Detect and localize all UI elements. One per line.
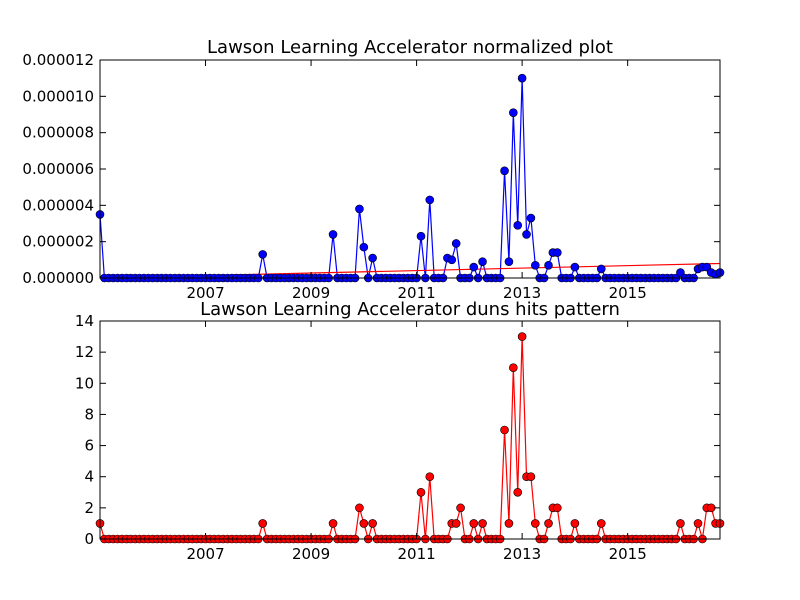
duns-hits-plot-y-tick-label: 4 xyxy=(84,468,94,486)
duns-hits-plot-x-tick-label: 2011 xyxy=(398,545,436,563)
duns-hits-plot-point xyxy=(259,519,267,527)
normalized-plot-y-tick-label: 0.000006 xyxy=(22,160,94,178)
duns-hits-plot-point xyxy=(360,519,368,527)
normalized-plot-point xyxy=(597,265,605,273)
normalized-plot-y-tick-label: 0.000012 xyxy=(22,51,94,69)
normalized-plot-point xyxy=(369,254,377,262)
duns-hits-plot-series-line xyxy=(100,337,720,539)
duns-hits-plot-point xyxy=(694,519,702,527)
normalized-plot-y-tick-label: 0.000000 xyxy=(22,269,94,287)
duns-hits-plot-point xyxy=(509,364,517,372)
normalized-plot-point xyxy=(355,205,363,213)
normalized-plot-frame xyxy=(100,60,720,278)
normalized-plot-point xyxy=(426,196,434,204)
normalized-plot-y-tick-label: 0.000008 xyxy=(22,124,94,142)
normalized-plot-title: Lawson Learning Accelerator normalized p… xyxy=(207,37,613,58)
duns-hits-plot-x-tick-label: 2015 xyxy=(609,545,647,563)
normalized-plot-point xyxy=(545,261,553,269)
normalized-plot-y-tick-label: 0.000004 xyxy=(22,196,94,214)
normalized-plot: Lawson Learning Accelerator normalized p… xyxy=(22,37,724,302)
normalized-plot-y-tick-label: 0.000002 xyxy=(22,233,94,251)
duns-hits-plot-x-tick-label: 2013 xyxy=(503,545,541,563)
duns-hits-plot-point xyxy=(527,473,535,481)
normalized-plot-point xyxy=(505,258,513,266)
duns-hits-plot-point xyxy=(452,519,460,527)
normalized-plot-point xyxy=(452,239,460,247)
duns-hits-plot: Lawson Learning Accelerator duns hits pa… xyxy=(75,299,724,563)
normalized-plot-point xyxy=(571,263,579,271)
normalized-plot-point xyxy=(531,261,539,269)
duns-hits-plot-point xyxy=(597,519,605,527)
duns-hits-plot-y-tick-label: 2 xyxy=(84,499,94,517)
duns-hits-plot-title: Lawson Learning Accelerator duns hits pa… xyxy=(200,299,620,320)
duns-hits-plot-y-tick-label: 12 xyxy=(75,343,94,361)
duns-hits-plot-point xyxy=(355,504,363,512)
normalized-plot-point xyxy=(553,249,561,257)
normalized-plot-point xyxy=(501,167,509,175)
normalized-plot-point xyxy=(329,230,337,238)
duns-hits-plot-x-tick-label: 2007 xyxy=(186,545,224,563)
normalized-plot-series-line xyxy=(100,78,720,278)
duns-hits-plot-point xyxy=(514,488,522,496)
duns-hits-plot-point xyxy=(426,473,434,481)
duns-hits-plot-y-tick-label: 10 xyxy=(75,374,94,392)
duns-hits-plot-point xyxy=(470,519,478,527)
duns-hits-plot-point xyxy=(531,519,539,527)
duns-hits-plot-frame xyxy=(100,321,720,539)
duns-hits-plot-point xyxy=(553,504,561,512)
duns-hits-plot-point xyxy=(369,519,377,527)
duns-hits-plot-point xyxy=(505,519,513,527)
normalized-plot-point xyxy=(527,214,535,222)
duns-hits-plot-x-tick-label: 2009 xyxy=(292,545,330,563)
duns-hits-plot-point xyxy=(545,519,553,527)
normalized-plot-point xyxy=(448,256,456,264)
duns-hits-plot-y-tick-label: 0 xyxy=(84,530,94,548)
normalized-plot-y-tick-label: 0.000010 xyxy=(22,87,94,105)
duns-hits-plot-point xyxy=(676,519,684,527)
duns-hits-plot-point xyxy=(329,519,337,527)
duns-hits-plot-point xyxy=(518,333,526,341)
normalized-plot-point xyxy=(509,109,517,117)
duns-hits-plot-point xyxy=(571,519,579,527)
normalized-plot-point xyxy=(470,263,478,271)
normalized-plot-point xyxy=(514,221,522,229)
duns-hits-plot-point xyxy=(457,504,465,512)
normalized-plot-point xyxy=(259,250,267,258)
duns-hits-plot-point xyxy=(501,426,509,434)
normalized-plot-point xyxy=(417,232,425,240)
duns-hits-plot-y-tick-label: 8 xyxy=(84,405,94,423)
normalized-plot-point xyxy=(360,243,368,251)
duns-hits-plot-y-tick-label: 14 xyxy=(75,312,94,330)
duns-hits-plot-y-tick-label: 6 xyxy=(84,437,94,455)
normalized-plot-point xyxy=(518,74,526,82)
duns-hits-plot-point xyxy=(417,488,425,496)
normalized-plot-point xyxy=(479,258,487,266)
duns-hits-plot-point xyxy=(479,519,487,527)
normalized-plot-point xyxy=(523,230,531,238)
